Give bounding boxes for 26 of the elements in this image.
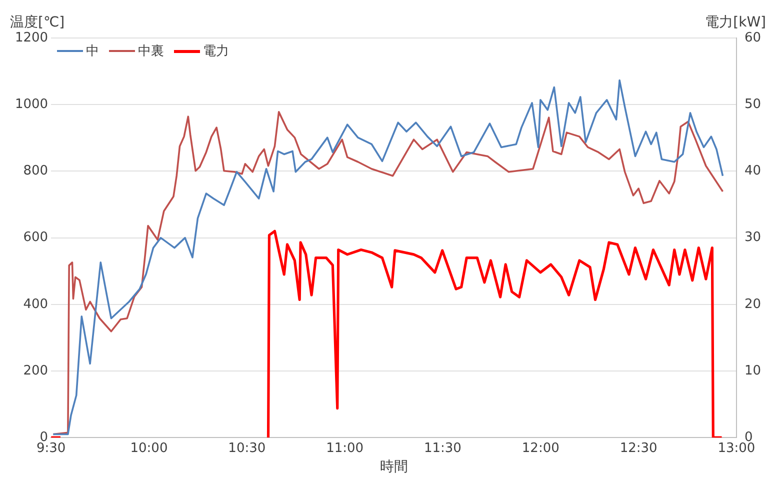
x-tick-label: 11:30 [424, 440, 462, 456]
legend-label: 中裏 [138, 43, 164, 60]
y-tick-label: 1200 [14, 30, 48, 46]
y2-tick-label: 50 [744, 96, 762, 112]
y2-tick-label: 40 [744, 164, 762, 179]
y-tick-label: 400 [23, 296, 48, 312]
x-tick-label: 10:30 [228, 440, 266, 456]
x-axis-title: 時間 [380, 459, 408, 476]
y2-tick-label: 20 [744, 296, 762, 312]
y-tick-label: 1000 [14, 96, 48, 112]
y2-tick-label: 30 [744, 230, 762, 246]
legend-label: 中 [86, 43, 100, 60]
y2-tick-label: 60 [744, 30, 762, 46]
x-tick-label: 11:00 [326, 440, 364, 456]
legend-label: 電力 [203, 43, 230, 60]
y-tick-label: 800 [23, 164, 48, 179]
x-tick-label: 10:00 [130, 440, 168, 456]
y2-axis-title: 電力[kW] [705, 14, 766, 31]
y-axis-title: 温度[℃] [10, 14, 65, 31]
y-tick-label: 600 [23, 230, 48, 246]
y2-tick-label: 10 [744, 363, 762, 378]
x-tick-label: 12:00 [522, 440, 560, 456]
x-tick-label: 9:30 [36, 440, 66, 456]
x-tick-label: 13:00 [718, 440, 756, 456]
y-tick-label: 200 [23, 363, 48, 378]
x-tick-label: 12:30 [620, 440, 658, 456]
